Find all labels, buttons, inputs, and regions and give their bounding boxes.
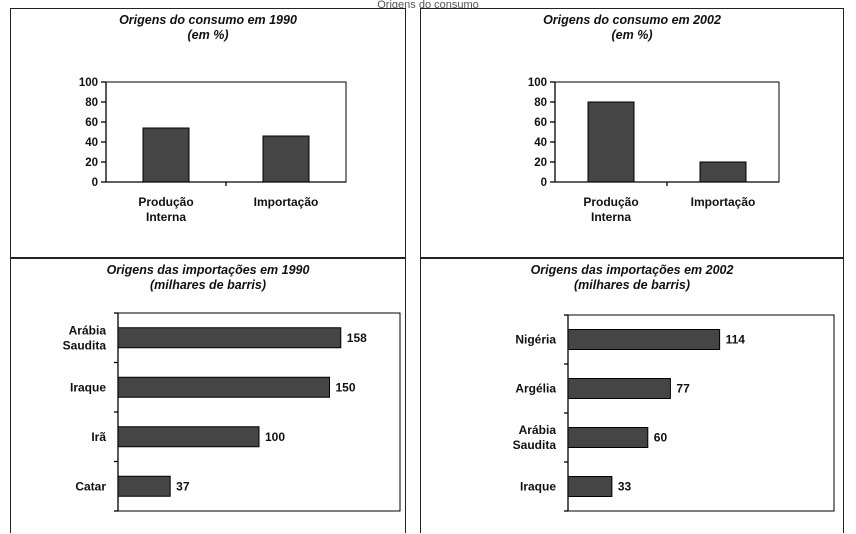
bar-arabia-saudita — [567, 427, 649, 448]
bar-catar — [117, 475, 171, 497]
bar-arabia-saudita — [117, 327, 342, 349]
y-tick-label: 20 — [534, 157, 547, 169]
y-tick-label: 40 — [534, 137, 547, 149]
chart-panel-importacoes-2002: Origens das importações em 2002 (milhare… — [420, 258, 844, 533]
chart-title: Origens das importações em 2002 — [530, 263, 734, 277]
y-tick-label: 60 — [85, 117, 98, 129]
data-label: 158 — [347, 331, 367, 345]
bar-chart-consumo-2002: 0 20 40 60 80 100 Produção Interna Importação — [528, 77, 780, 224]
data-label: 37 — [176, 479, 190, 493]
page-caption: Origens do consumo — [377, 0, 479, 11]
y-tick-label: 80 — [85, 97, 98, 109]
data-label: 77 — [676, 382, 690, 396]
chart-panel-importacoes-1990: Origens das importações em 1990 (milhare… — [10, 258, 406, 533]
y-category-label: Iraque — [520, 480, 556, 494]
plot-frame — [105, 81, 347, 183]
y-category-label: Iraque — [70, 380, 106, 394]
bar-importacao — [262, 135, 310, 183]
hbar-chart-importacoes-1990: 158 Arábia Saudita 150 Iraque 100 Irã 37 Catar — [63, 312, 401, 512]
y-tick-label: 100 — [528, 77, 547, 89]
chart-title: Origens do consumo em 1990 — [119, 13, 297, 27]
x-category-label: Importação — [254, 195, 319, 209]
chart-subtitle: (milhares de barris) — [573, 278, 690, 292]
data-label: 114 — [726, 333, 746, 347]
y-tick-label: 40 — [85, 137, 98, 149]
chart-title: Origens das importações em 1990 — [106, 263, 310, 277]
chart-panel-consumo-1990: Origens do consumo em 1990 (em %) 0 20 40 6… — [10, 8, 406, 258]
chart-panel-consumo-2002: Origens do consumo em 2002 (em %) 0 20 40 6… — [420, 8, 844, 258]
bar-producao-interna — [587, 101, 635, 183]
x-category-label: Importação — [691, 195, 756, 209]
y-category-label: Catar — [75, 479, 106, 493]
bar-producao-interna — [142, 127, 190, 183]
bar-nigeria — [567, 329, 721, 350]
y-tick-label: 20 — [85, 157, 98, 169]
x-category-label: Produção Interna — [138, 195, 193, 224]
y-category-label: Irã — [91, 430, 106, 444]
chart-subtitle: (em %) — [611, 28, 653, 42]
chart-subtitle: (milhares de barris) — [149, 278, 266, 292]
data-label: 33 — [618, 480, 632, 494]
y-tick-label: 0 — [92, 177, 98, 189]
y-category-label: Argélia — [515, 382, 556, 396]
chart-title: Origens do consumo em 2002 — [543, 13, 721, 27]
y-tick-label: 80 — [534, 97, 547, 109]
y-category-label: Arábia Saudita — [513, 423, 557, 452]
hbar-chart-importacoes-2002: 114 Nigéria 77 Argélia 60 Arábia Saudita 33 Iraq… — [513, 314, 835, 512]
data-label: 60 — [654, 431, 668, 445]
data-label: 100 — [265, 430, 285, 444]
y-tick-label: 0 — [541, 177, 547, 189]
y-category-label: Arábia Saudita — [63, 323, 107, 352]
bar-iraque — [567, 476, 613, 497]
y-tick-label: 60 — [534, 117, 547, 129]
y-tick-label: 100 — [79, 77, 98, 89]
y-category-label: Nigéria — [515, 333, 556, 347]
bar-ira — [117, 426, 260, 448]
bar-chart-consumo-1990: 0 20 40 60 80 100 Produção Interna Importação — [79, 77, 347, 224]
x-category-label: Produção Interna — [583, 195, 638, 224]
chart-subtitle: (em %) — [187, 28, 229, 42]
bar-importacao — [699, 161, 747, 183]
bar-argelia — [567, 378, 671, 399]
data-label: 150 — [336, 380, 356, 394]
bar-iraque — [117, 376, 330, 398]
